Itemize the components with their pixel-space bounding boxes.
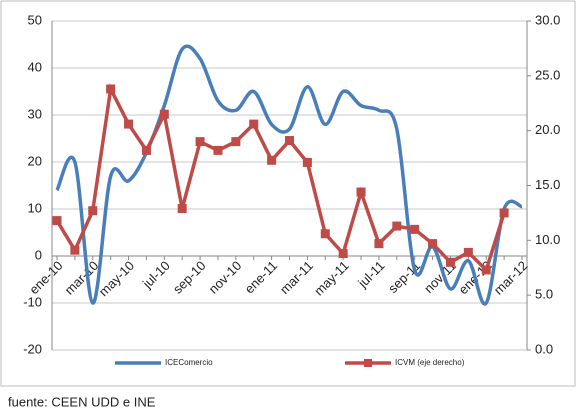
point-marker bbox=[356, 187, 366, 197]
y-tick-label: 30 bbox=[28, 106, 42, 121]
x-tick-label: ene-11 bbox=[242, 258, 281, 297]
y2-tick-label: 20.0 bbox=[535, 122, 560, 137]
x-tick-label: sep-11 bbox=[385, 258, 423, 296]
point-marker bbox=[88, 206, 98, 216]
legend-marker bbox=[364, 359, 372, 367]
x-tick-label: jul-10 bbox=[139, 258, 173, 292]
point-marker bbox=[392, 221, 402, 231]
point-marker bbox=[499, 208, 509, 218]
point-marker bbox=[338, 248, 348, 258]
point-marker bbox=[285, 136, 294, 146]
y-tick-label: -20 bbox=[23, 341, 42, 356]
y-tick-label: 50 bbox=[28, 12, 42, 27]
point-marker bbox=[52, 216, 62, 226]
y2-tick-label: 30.0 bbox=[535, 12, 560, 27]
y2-tick-label: 15.0 bbox=[535, 177, 560, 192]
point-marker bbox=[302, 157, 312, 167]
y-tick-label: -10 bbox=[23, 294, 42, 309]
source-note: fuente: CEEN UDD e INE bbox=[8, 394, 156, 409]
point-marker bbox=[213, 145, 223, 155]
point-marker bbox=[320, 229, 330, 239]
y-tick-label: 20 bbox=[28, 153, 42, 168]
point-marker bbox=[410, 224, 420, 234]
point-marker bbox=[231, 137, 241, 147]
point-marker bbox=[374, 239, 384, 249]
y2-tick-label: 10.0 bbox=[535, 232, 560, 247]
x-tick-label: ene-10 bbox=[26, 258, 65, 297]
point-marker bbox=[106, 84, 116, 94]
point-marker bbox=[428, 239, 438, 249]
point-marker bbox=[70, 245, 80, 255]
x-tick-label: may-10 bbox=[96, 258, 137, 299]
y-tick-label: 40 bbox=[28, 59, 42, 74]
chart-frame bbox=[0, 0, 576, 387]
point-marker bbox=[463, 247, 473, 257]
point-marker bbox=[481, 265, 491, 275]
x-tick-label: jul-11 bbox=[354, 258, 387, 291]
legend-label: ICEComercio bbox=[165, 358, 213, 367]
x-tick-label: sep-10 bbox=[170, 258, 209, 297]
point-marker bbox=[141, 145, 151, 155]
y-tick-label: 0 bbox=[35, 247, 42, 262]
point-marker bbox=[267, 155, 277, 165]
x-tick-label: mar-12 bbox=[491, 258, 531, 298]
point-marker bbox=[177, 204, 187, 214]
x-tick-label: mar-11 bbox=[277, 258, 316, 297]
point-marker bbox=[124, 119, 134, 129]
point-marker bbox=[445, 257, 455, 267]
point-marker bbox=[249, 119, 259, 129]
y2-tick-label: 25.0 bbox=[535, 67, 560, 82]
y2-tick-label: 5.0 bbox=[535, 287, 553, 302]
point-marker bbox=[159, 109, 169, 119]
x-tick-label: may-11 bbox=[311, 258, 352, 299]
y2-tick-label: 0.0 bbox=[535, 341, 553, 356]
series-line bbox=[55, 44, 523, 306]
legend-label: ICVM (eje derecho) bbox=[395, 358, 465, 367]
point-marker bbox=[195, 137, 205, 147]
y-tick-label: 10 bbox=[28, 200, 42, 215]
x-tick-label: nov-10 bbox=[206, 258, 245, 297]
